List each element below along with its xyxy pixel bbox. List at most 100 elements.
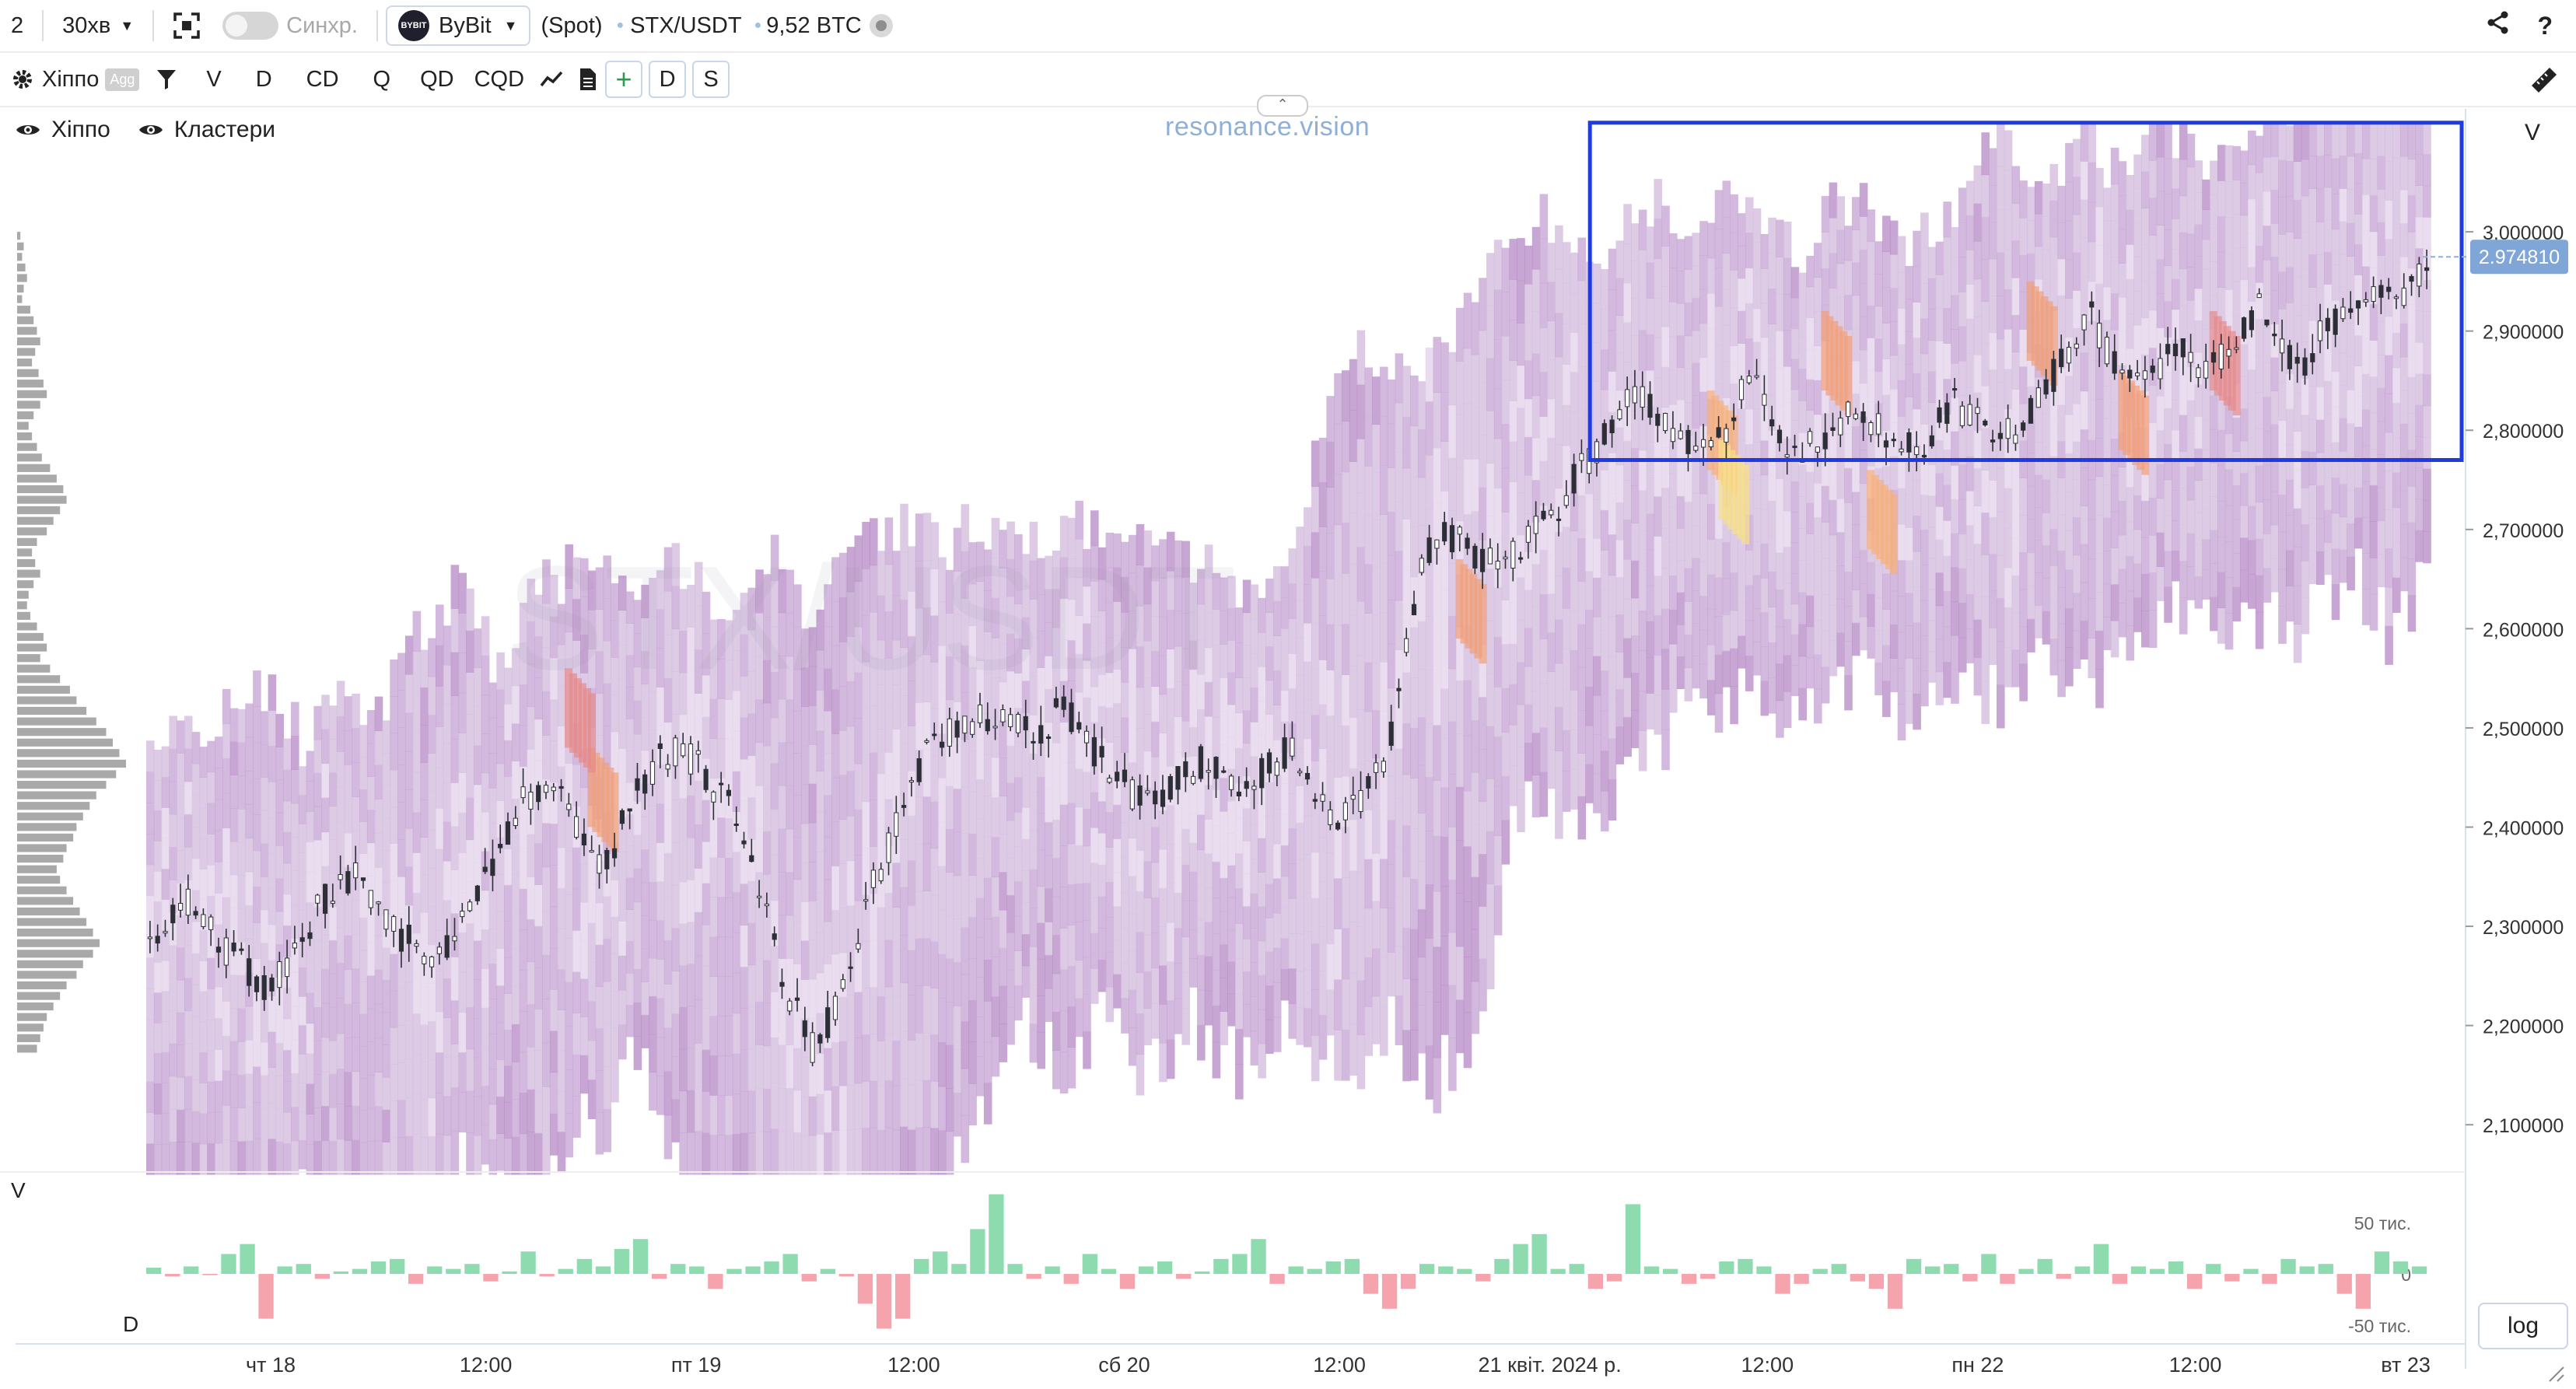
heatmap-cell <box>1874 306 1883 339</box>
heatmap-cell <box>397 764 406 803</box>
heatmap-cell <box>1752 275 1762 310</box>
layer-toggle-hippo[interactable]: Хіппо <box>16 117 110 143</box>
heatmap-cell <box>1997 641 2005 685</box>
heatmap-cell <box>511 1099 520 1138</box>
heatmap-cell <box>900 695 908 744</box>
share-icon[interactable] <box>2486 10 2511 41</box>
heatmap-cell <box>268 1067 277 1104</box>
heatmap-cell <box>1531 353 1541 397</box>
d-button[interactable]: D <box>649 61 687 98</box>
mode-button-v[interactable]: V <box>206 66 222 92</box>
heatmap-cell <box>778 742 787 786</box>
candle-body <box>376 901 381 904</box>
heatmap-cell <box>245 1140 254 1175</box>
heatmap-cell <box>2240 569 2249 603</box>
heatmap-cell <box>184 715 193 750</box>
heatmap-cell <box>656 842 665 882</box>
heatmap-cell <box>1113 702 1122 737</box>
heatmap-cell <box>1372 995 1381 1044</box>
heatmap-cell <box>1380 859 1388 908</box>
fullscreen-icon[interactable] <box>162 6 212 45</box>
indicator-select[interactable]: Хіппо Agg <box>39 60 150 99</box>
mode-button-qd[interactable]: QD <box>420 66 454 92</box>
heatmap-cell <box>1121 787 1129 824</box>
layout-number[interactable]: 2 <box>11 12 24 38</box>
s-button[interactable]: S <box>692 61 730 98</box>
heatmap-cell <box>2088 479 2096 520</box>
mode-button-q[interactable]: Q <box>373 66 391 92</box>
heatmap-cell <box>527 749 536 792</box>
heatmap-cell <box>1372 567 1381 616</box>
toggle-switch[interactable] <box>222 12 279 40</box>
heatmap-cell <box>846 1084 856 1130</box>
heatmap-cell <box>1897 452 1906 489</box>
heatmap-cell <box>572 888 581 931</box>
heatmap-cell <box>1265 1019 1274 1054</box>
heatmap-cell <box>1105 882 1115 918</box>
heatmap-cell <box>534 719 543 761</box>
add-button[interactable]: + <box>605 61 643 98</box>
heatmap-cell <box>161 929 170 961</box>
heatmap-cell <box>169 813 177 848</box>
help-icon[interactable]: ? <box>2537 11 2553 40</box>
heatmap-cell <box>443 900 452 940</box>
heatmap-cell <box>412 1053 422 1095</box>
candle-body <box>832 995 838 1020</box>
heatmap-cell <box>1090 686 1099 722</box>
heatmap-cell <box>1920 247 1929 284</box>
site-watermark: resonance.vision <box>1165 112 1370 142</box>
mode-button-cqd[interactable]: CQD <box>474 66 525 92</box>
heatmap-cell <box>1524 436 1533 476</box>
mode-button-cd[interactable]: CD <box>306 66 339 92</box>
heatmap-cell <box>1570 332 1579 373</box>
heatmap-cell <box>1699 493 1708 529</box>
heatmap-cell <box>1288 793 1297 829</box>
layer-toggle-clusters[interactable]: Кластери <box>138 117 275 143</box>
candle-body <box>2348 308 2354 313</box>
heatmap-cell <box>1844 364 1853 400</box>
heatmap-cell <box>870 705 878 754</box>
heatmap-cell <box>1059 887 1069 929</box>
sync-toggle[interactable]: Синхр. <box>212 6 369 45</box>
ruler-icon[interactable] <box>2529 65 2559 97</box>
filter-icon[interactable] <box>150 60 183 99</box>
heatmap-cell <box>2263 397 2272 432</box>
candle-body <box>1160 789 1166 807</box>
heatmap-cell <box>557 1090 566 1132</box>
heatmap-cell <box>352 933 360 969</box>
mode-button-d[interactable]: D <box>255 66 272 92</box>
heatmap-cell <box>2339 188 2348 222</box>
agg-badge[interactable]: Agg <box>105 68 140 91</box>
heatmap-cell <box>1212 681 1221 718</box>
heatmap-cell <box>1349 359 1358 411</box>
heatmap-cell <box>1654 417 1662 457</box>
heatmap-cell <box>1539 327 1549 373</box>
heatmap-cell <box>1608 289 1617 331</box>
heatmap-cell <box>1661 568 1670 609</box>
document-icon[interactable] <box>571 60 605 99</box>
heatmap-cell <box>945 1088 954 1132</box>
heatmap-cell <box>1958 637 1967 673</box>
heatmap-cell <box>2392 437 2401 474</box>
heatmap-cell <box>2095 630 2104 670</box>
candle-body <box>1404 638 1409 653</box>
timeframe-select[interactable]: 30хв ▼ <box>51 6 145 45</box>
heatmap-cell <box>404 904 414 944</box>
pair-label[interactable]: STX/USDT <box>630 12 742 38</box>
heatmap-cell <box>922 654 932 703</box>
exchange-select[interactable]: BYBIT ByBit ▼ <box>385 5 530 46</box>
heatmap-cell <box>1151 721 1160 757</box>
heatmap-cell <box>352 865 360 901</box>
heatmap-cell <box>580 1055 589 1094</box>
line-chart-icon[interactable] <box>532 60 571 99</box>
heatmap-cell <box>1304 545 1312 585</box>
heatmap-cell <box>1905 560 1914 593</box>
gear-icon[interactable] <box>0 60 39 99</box>
heatmap-cell <box>892 684 901 729</box>
heatmap-cell <box>2423 468 2431 501</box>
heatmap-cell <box>443 939 452 979</box>
heatmap-cell <box>1798 688 1807 721</box>
heatmap-cell <box>344 696 353 731</box>
heatmap-cell <box>565 719 573 764</box>
